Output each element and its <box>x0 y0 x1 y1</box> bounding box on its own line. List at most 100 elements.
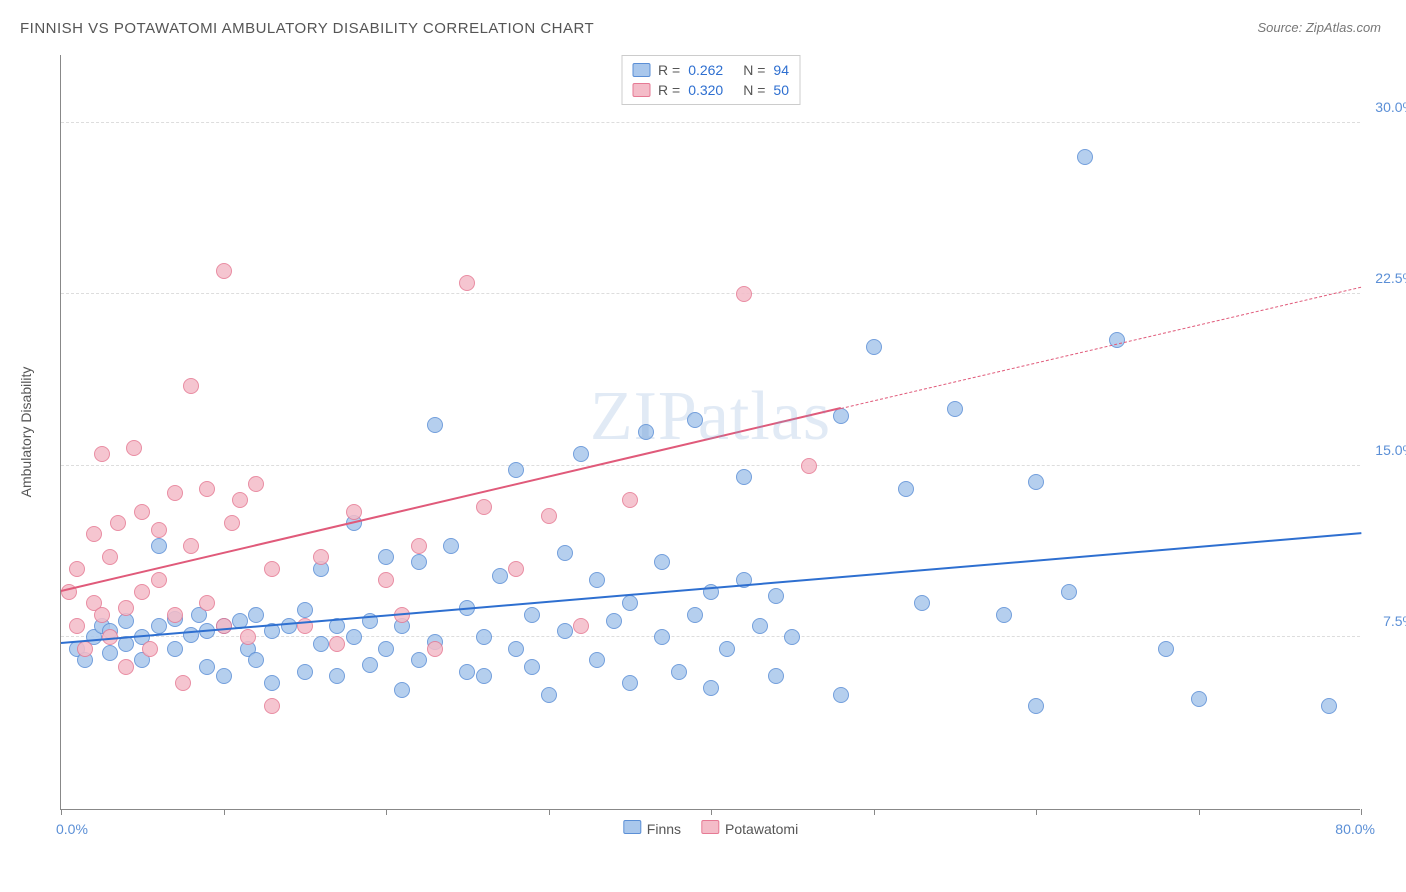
series-legend: FinnsPotawatomi <box>623 820 798 837</box>
data-point <box>557 545 573 561</box>
x-tick <box>549 809 550 815</box>
data-point <box>622 492 638 508</box>
data-point <box>175 675 191 691</box>
data-point <box>606 613 622 629</box>
x-tick <box>386 809 387 815</box>
chart-title: FINNISH VS POTAWATOMI AMBULATORY DISABIL… <box>20 20 594 37</box>
data-point <box>110 515 126 531</box>
x-tick <box>224 809 225 815</box>
legend-n-value: 94 <box>773 62 789 78</box>
data-point <box>329 668 345 684</box>
gridline <box>61 122 1360 123</box>
data-point <box>492 568 508 584</box>
data-point <box>313 549 329 565</box>
legend-label: Potawatomi <box>725 821 798 837</box>
legend-swatch <box>632 83 650 97</box>
data-point <box>524 659 540 675</box>
data-point <box>216 263 232 279</box>
legend-swatch <box>623 820 641 834</box>
data-point <box>508 462 524 478</box>
data-point <box>622 595 638 611</box>
data-point <box>476 499 492 515</box>
data-point <box>427 641 443 657</box>
data-point <box>476 629 492 645</box>
data-point <box>524 607 540 623</box>
data-point <box>654 629 670 645</box>
source-attribution: Source: ZipAtlas.com <box>1257 20 1381 35</box>
y-tick-label: 22.5% <box>1375 270 1406 286</box>
x-axis-min-label: 0.0% <box>56 821 88 837</box>
y-tick-label: 30.0% <box>1375 99 1406 115</box>
data-point <box>378 549 394 565</box>
data-point <box>736 286 752 302</box>
data-point <box>248 476 264 492</box>
data-point <box>557 623 573 639</box>
data-point <box>947 401 963 417</box>
data-point <box>638 424 654 440</box>
legend-stat-row: R = 0.320N = 50 <box>632 80 789 100</box>
data-point <box>346 629 362 645</box>
gridline <box>61 465 1360 466</box>
legend-swatch <box>632 63 650 77</box>
data-point <box>411 554 427 570</box>
data-point <box>378 572 394 588</box>
data-point <box>102 645 118 661</box>
data-point <box>589 652 605 668</box>
data-point <box>573 446 589 462</box>
data-point <box>378 641 394 657</box>
data-point <box>394 682 410 698</box>
x-tick <box>1199 809 1200 815</box>
data-point <box>297 602 313 618</box>
x-tick <box>711 809 712 815</box>
data-point <box>232 492 248 508</box>
data-point <box>1191 691 1207 707</box>
data-point <box>833 687 849 703</box>
data-point <box>866 339 882 355</box>
data-point <box>1061 584 1077 600</box>
gridline <box>61 293 1360 294</box>
data-point <box>264 675 280 691</box>
data-point <box>216 618 232 634</box>
data-point <box>216 668 232 684</box>
data-point <box>362 657 378 673</box>
data-point <box>86 526 102 542</box>
data-point <box>248 652 264 668</box>
data-point <box>102 549 118 565</box>
data-point <box>248 607 264 623</box>
data-point <box>687 412 703 428</box>
data-point <box>1028 698 1044 714</box>
data-point <box>69 618 85 634</box>
data-point <box>69 561 85 577</box>
data-point <box>508 641 524 657</box>
trend-line <box>841 286 1361 408</box>
data-point <box>443 538 459 554</box>
y-axis-label: Ambulatory Disability <box>18 367 34 498</box>
legend-item: Potawatomi <box>701 820 798 837</box>
data-point <box>541 508 557 524</box>
data-point <box>914 595 930 611</box>
data-point <box>151 538 167 554</box>
data-point <box>573 618 589 634</box>
data-point <box>183 538 199 554</box>
data-point <box>126 440 142 456</box>
data-point <box>703 680 719 696</box>
data-point <box>264 698 280 714</box>
data-point <box>687 607 703 623</box>
legend-r-label: R = <box>658 62 680 78</box>
data-point <box>281 618 297 634</box>
data-point <box>1321 698 1337 714</box>
data-point <box>1077 149 1093 165</box>
scatter-plot-area: Ambulatory Disability ZIPatlas R = 0.262… <box>60 55 1360 810</box>
x-tick <box>1036 809 1037 815</box>
data-point <box>151 572 167 588</box>
data-point <box>654 554 670 570</box>
data-point <box>94 446 110 462</box>
data-point <box>768 588 784 604</box>
legend-r-value: 0.262 <box>688 62 723 78</box>
data-point <box>134 584 150 600</box>
y-tick-label: 7.5% <box>1383 613 1406 629</box>
y-tick-label: 15.0% <box>1375 442 1406 458</box>
data-point <box>77 641 93 657</box>
data-point <box>346 504 362 520</box>
data-point <box>752 618 768 634</box>
